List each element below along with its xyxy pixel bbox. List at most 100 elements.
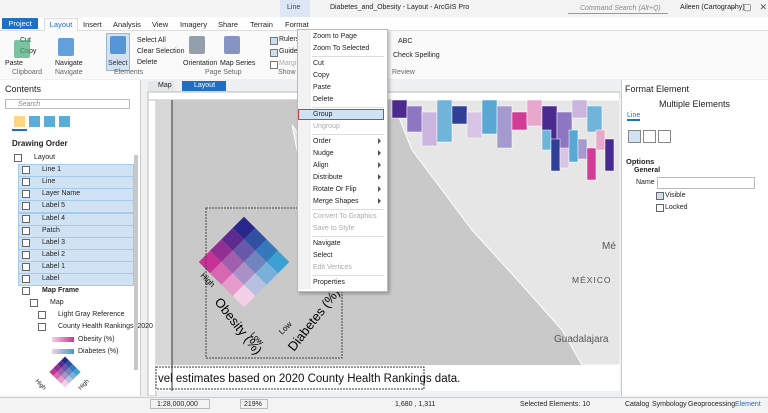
search-box[interactable]: Search [5,99,130,109]
contextual-tab[interactable]: Line [287,4,301,11]
tree-item[interactable]: Map [50,299,64,307]
ribbon-button[interactable]: Margins [279,60,304,67]
ribbon-group-label: Page Setup [205,69,242,76]
menu-item[interactable]: Order [313,138,331,145]
menu-item[interactable]: Group [313,111,333,118]
checkbox[interactable] [656,204,664,212]
menu-item[interactable]: Delete [313,96,334,103]
menu-item[interactable]: Navigate [313,240,341,247]
view-icon[interactable] [59,116,70,127]
ribbon-tab[interactable]: Format [285,20,309,29]
tree-checkbox[interactable] [22,190,30,199]
ribbon-tab[interactable]: Project [2,18,38,29]
tree-item[interactable]: Line [42,178,56,186]
tree-checkbox[interactable] [22,238,30,247]
menu-item[interactable]: Select [313,252,333,259]
zoom-box[interactable]: 219% [240,399,268,409]
pane-tab[interactable]: Line [627,112,641,121]
tree-item[interactable]: Label 2 [42,250,65,258]
pane-tab[interactable]: Element [735,401,761,408]
tree-checkbox[interactable] [22,250,30,259]
tree-item[interactable]: Layer Name [42,190,81,198]
tree-checkbox[interactable] [22,275,30,283]
ribbon-tab[interactable]: Insert [83,20,102,29]
user-name[interactable]: Aileen (Cartography) [680,4,745,11]
command-search[interactable]: Command Search (Alt+Q) [568,3,668,14]
menu-item[interactable]: Rotate Or Flip [313,186,357,193]
tree-item[interactable]: Label 1 [42,262,65,270]
ribbon-button[interactable]: ABC [398,38,413,45]
menu-item[interactable]: Merge Shapes [313,198,359,205]
menu-item[interactable]: Zoom To Selected [313,45,370,52]
menu-item[interactable]: Cut [313,60,324,67]
ribbon-button[interactable]: Check Spelling [393,52,440,59]
window-controls[interactable]: –▢✕ [730,2,767,12]
ribbon-tab[interactable]: Imagery [180,20,208,29]
tree-checkbox[interactable] [22,287,30,296]
tree-checkbox[interactable] [38,311,46,320]
text-field[interactable] [657,177,755,189]
tree-checkbox[interactable] [22,178,30,187]
tree-checkbox[interactable] [38,323,46,332]
tree-item[interactable]: Label 3 [42,238,65,246]
menu-item[interactable]: Align [313,162,329,169]
ribbon-button[interactable]: Paste [5,60,23,67]
pane-tab[interactable]: Symbology [652,401,687,408]
tree-item[interactable]: Map Frame [42,287,79,295]
menu-item[interactable]: Nudge [313,150,334,157]
ribbon-tab[interactable]: Analysis [113,20,141,29]
tree-checkbox[interactable] [22,202,30,211]
row-highlight [18,248,134,262]
format-icon[interactable] [658,130,671,143]
menu-item[interactable]: Copy [313,72,330,79]
ribbon-tab[interactable]: Terrain [250,20,273,29]
pane-tab[interactable]: Catalog [625,401,650,408]
menu-item[interactable]: Properties [313,279,345,286]
tree-checkbox[interactable] [22,226,30,235]
tree-item[interactable]: Label 5 [42,202,65,210]
tree-checkbox[interactable] [30,299,38,308]
view-icon[interactable] [14,116,25,127]
checkbox[interactable] [270,49,278,57]
pane-tab[interactable]: Geoprocessing [688,401,736,408]
tree-item[interactable]: Patch [42,226,60,234]
tree-item[interactable]: Layout [34,154,56,161]
menu-item[interactable]: Zoom to Page [313,33,357,40]
checkbox[interactable] [656,192,664,200]
tree-item[interactable]: Line 1 [42,166,62,174]
tree-item[interactable]: Diabetes (%) [78,347,119,355]
menu-item[interactable]: Paste [313,84,331,91]
format-icon[interactable] [628,130,641,143]
view-icon[interactable] [44,116,55,127]
ribbon-button[interactable]: Delete [137,59,158,66]
ribbon-button[interactable]: Map Series [220,60,256,67]
tree-checkbox[interactable] [14,154,22,162]
ribbon-button[interactable]: Guides [279,48,302,55]
tree-checkbox[interactable] [22,166,30,175]
ribbon-button[interactable]: Clear Selection [137,48,185,55]
tree-checkbox[interactable] [22,262,30,271]
format-icon[interactable] [643,130,656,143]
scale-box[interactable]: 1:28,000,000 [150,399,210,409]
checkbox[interactable] [270,61,278,69]
tree-item[interactable]: Label [42,275,60,282]
tree-item[interactable]: Obesity (%) [78,335,115,343]
view-icon[interactable] [29,116,40,127]
view-tab[interactable]: Map [148,81,174,91]
separator [312,56,384,57]
ribbon-button[interactable]: Navigate [55,60,83,67]
tree-item[interactable]: County Health Rankings, 2020 [58,323,153,331]
ribbon-button[interactable]: Orientation [183,60,218,67]
checkbox[interactable] [270,37,278,45]
tree-item[interactable]: Label 4 [42,214,65,222]
view-tab[interactable]: Layout [182,81,226,91]
ribbon-button[interactable]: Rulers [279,36,300,43]
menu-item[interactable]: Distribute [313,174,343,181]
ribbon-button[interactable]: Select All [137,37,166,44]
tree-item[interactable]: Light Gray Reference [58,311,125,319]
ribbon-tab[interactable]: Share [218,20,239,29]
tree-checkbox[interactable] [22,214,30,223]
ribbon-tab[interactable]: View [152,20,169,29]
ribbon-tab[interactable]: Layout [44,18,78,31]
ribbon-button[interactable]: Select [108,60,128,67]
